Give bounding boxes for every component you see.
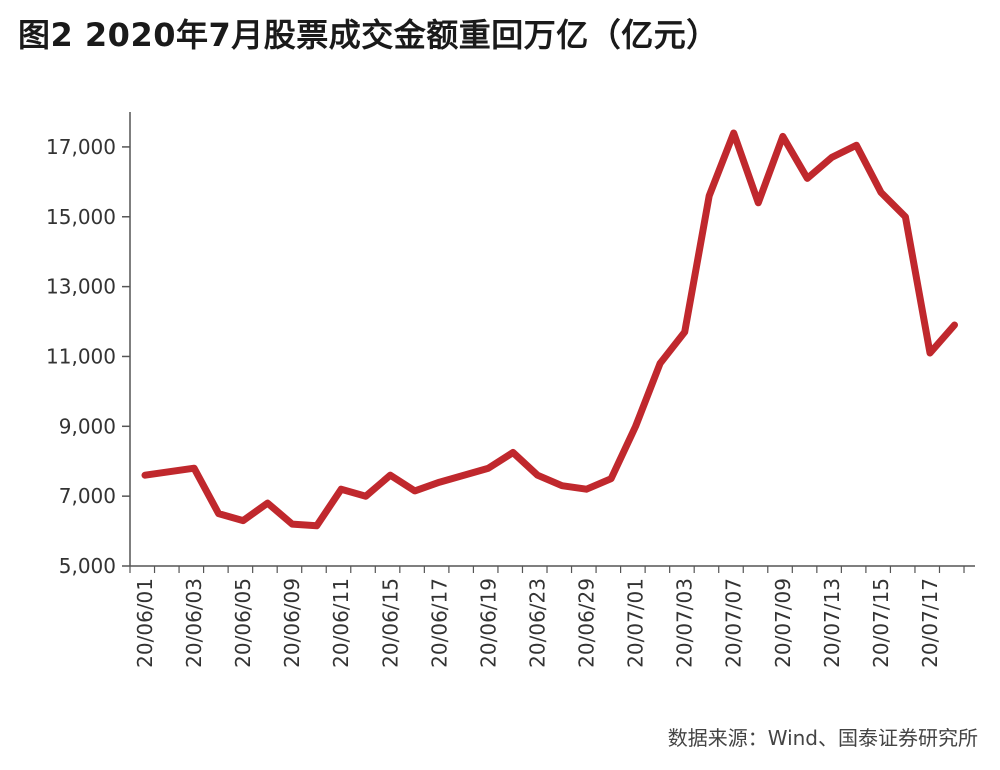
x-tick-label: 20/06/01: [133, 578, 157, 668]
x-tick-label: 20/06/15: [378, 578, 402, 668]
y-tick-label: 7,000: [59, 484, 116, 508]
data-point: [658, 361, 663, 366]
data-point: [731, 130, 736, 135]
source-note: 数据来源：Wind、国泰证券研究所: [667, 726, 978, 750]
x-tick-label: 20/06/19: [476, 578, 500, 668]
chart-title: 图2 2020年7月股票成交金额重回万亿（亿元）: [18, 16, 719, 54]
data-point: [952, 323, 957, 328]
data-point: [903, 214, 908, 219]
y-tick-label: 5,000: [59, 554, 116, 578]
data-point: [339, 487, 344, 492]
x-tick-label: 20/06/29: [575, 578, 599, 668]
data-point: [461, 473, 466, 478]
y-tick-label: 17,000: [46, 135, 116, 159]
data-point: [756, 200, 761, 205]
data-point: [510, 450, 515, 455]
x-tick-label: 20/06/05: [231, 578, 255, 668]
data-point: [854, 143, 859, 148]
data-point: [682, 330, 687, 335]
x-tick-label: 20/07/01: [624, 578, 648, 668]
x-tick-label: 20/07/09: [771, 578, 795, 668]
data-point: [314, 523, 319, 528]
data-point: [265, 501, 270, 506]
x-tick-label: 20/06/11: [329, 578, 353, 668]
data-point: [560, 483, 565, 488]
x-axis: 20/06/01 20/06/03 20/06/05 20/06/09 20/06/11…: [129, 565, 975, 668]
data-point: [609, 476, 614, 481]
data-point: [878, 190, 883, 195]
data-point: [437, 480, 442, 485]
y-tick-label: 11,000: [46, 344, 116, 368]
data-point: [143, 473, 147, 478]
y-tick-label: 13,000: [46, 275, 116, 299]
series-group: [141, 129, 958, 530]
x-tick-label: 20/07/15: [869, 578, 893, 668]
data-point: [633, 424, 638, 429]
data-point: [486, 466, 491, 471]
x-tick-label: 20/07/13: [820, 578, 844, 668]
x-tick-label: 20/06/09: [280, 578, 304, 668]
data-point: [290, 522, 295, 527]
x-tick-label: 20/07/17: [918, 578, 942, 668]
data-point: [707, 193, 712, 198]
x-tick-label: 20/06/03: [182, 578, 206, 668]
data-point: [927, 350, 932, 355]
data-point: [780, 134, 785, 139]
data-point: [363, 494, 368, 499]
y-tick-label: 15,000: [46, 205, 116, 229]
data-point: [535, 473, 540, 478]
data-point: [412, 488, 417, 493]
data-point: [805, 176, 810, 181]
x-tick-label: 20/07/07: [722, 578, 746, 668]
x-tick-label: 20/06/17: [427, 578, 451, 668]
data-point: [584, 487, 589, 492]
data-point: [192, 466, 197, 471]
series-line: [141, 129, 958, 530]
x-tick-label: 20/07/03: [673, 578, 697, 668]
data-point: [388, 473, 393, 478]
x-tick-label: 20/06/23: [525, 578, 549, 668]
y-axis: 5,000 7,000 9,000 11,000 13,000 15,000 17,000: [46, 112, 131, 578]
data-point: [829, 155, 834, 160]
y-tick-label: 9,000: [59, 414, 116, 438]
data-point: [167, 469, 172, 474]
data-point: [216, 511, 221, 516]
data-point: [241, 518, 246, 523]
